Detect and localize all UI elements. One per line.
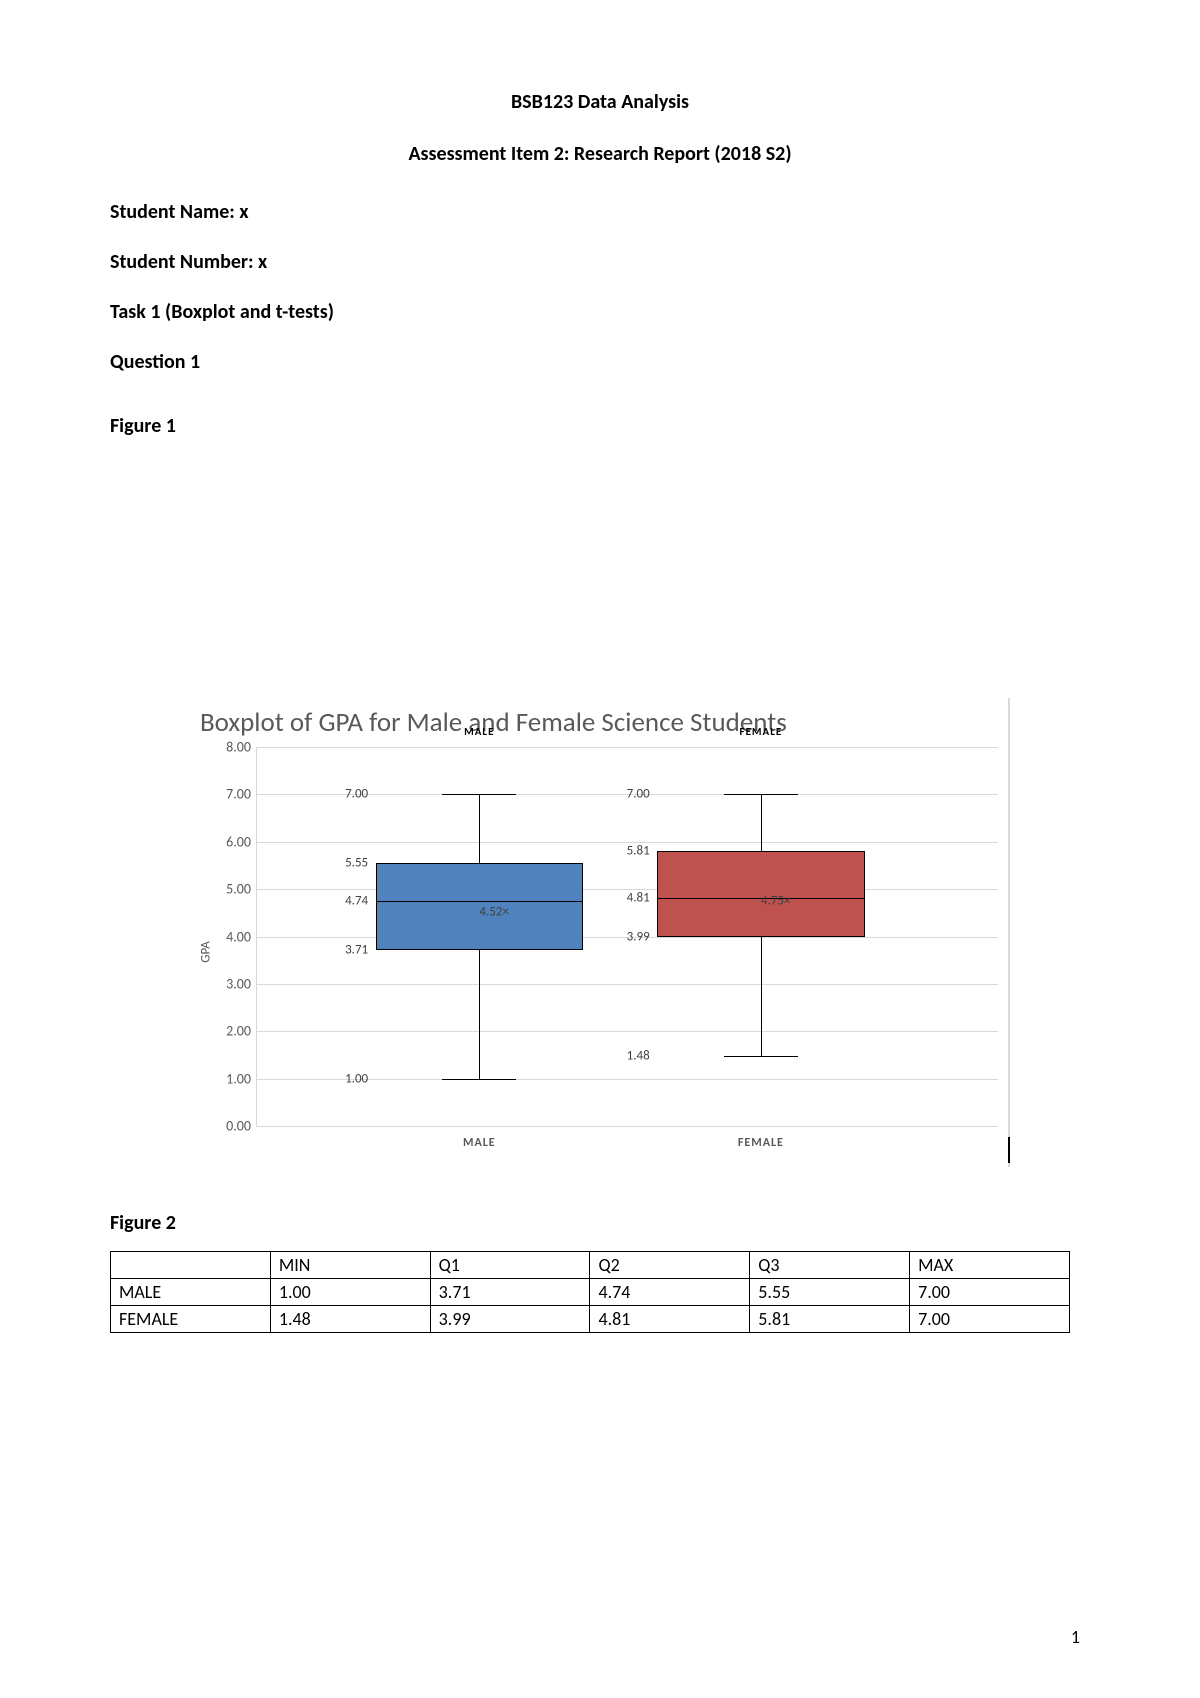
- value-label: 7.00: [345, 787, 368, 802]
- y-tick-label: 8.00: [207, 739, 251, 756]
- whisker-cap: [442, 1079, 516, 1080]
- student-number: Student Number: x: [110, 250, 1090, 274]
- question-heading: Question 1: [110, 350, 1090, 374]
- value-label: 3.99: [627, 929, 650, 944]
- gridline: [257, 1031, 998, 1032]
- table-cell: 4.74: [590, 1279, 750, 1306]
- median-line: [376, 901, 583, 902]
- category-top-label: MALE: [464, 725, 494, 738]
- figure2-label: Figure 2: [110, 1211, 1090, 1235]
- table-header-row: MINQ1Q2Q3MAX: [111, 1252, 1070, 1279]
- table-cell: 1.48: [270, 1306, 430, 1333]
- mean-marker: 4.52×: [479, 904, 509, 919]
- table-header-cell: MAX: [910, 1252, 1070, 1279]
- y-tick-label: 2.00: [207, 1023, 251, 1040]
- table-cell: FEMALE: [111, 1306, 271, 1333]
- y-tick-label: 4.00: [207, 928, 251, 945]
- y-tick-label: 3.00: [207, 975, 251, 992]
- task-heading: Task 1 (Boxplot and t-tests): [110, 300, 1090, 324]
- table-cell: 3.71: [430, 1279, 590, 1306]
- x-category-label: FEMALE: [738, 1136, 784, 1150]
- table-cell: 7.00: [910, 1279, 1070, 1306]
- plot-area: GPA 0.001.002.003.004.005.006.007.008.00…: [210, 747, 998, 1157]
- figure1-label: Figure 1: [110, 414, 1090, 438]
- x-category-label: MALE: [463, 1136, 496, 1150]
- whisker-cap: [724, 794, 798, 795]
- table-header-cell: Q1: [430, 1252, 590, 1279]
- table-row: MALE1.003.714.745.557.00: [111, 1279, 1070, 1306]
- gridline: [257, 984, 998, 985]
- whisker: [761, 794, 762, 850]
- table-cell: 7.00: [910, 1306, 1070, 1333]
- text-cursor: [1008, 1137, 1010, 1163]
- value-label: 1.48: [627, 1048, 650, 1063]
- chart-title: Boxplot of GPA for Male and Female Scien…: [140, 698, 1008, 747]
- table-cell: 5.55: [750, 1279, 910, 1306]
- student-name: Student Name: x: [110, 200, 1090, 224]
- value-label: 1.00: [345, 1071, 368, 1086]
- whisker: [479, 794, 480, 863]
- table-header-cell: Q3: [750, 1252, 910, 1279]
- value-label: 3.71: [345, 943, 368, 958]
- table-cell: 1.00: [270, 1279, 430, 1306]
- whisker: [479, 950, 480, 1078]
- plot-inner: 0.001.002.003.004.005.006.007.008.00MALE…: [256, 747, 998, 1127]
- y-tick-label: 0.00: [207, 1118, 251, 1135]
- stats-table: MINQ1Q2Q3MAXMALE1.003.714.745.557.00FEMA…: [110, 1251, 1070, 1333]
- value-label: 5.81: [627, 843, 650, 858]
- value-label: 5.55: [345, 856, 368, 871]
- category-top-label: FEMALE: [740, 725, 783, 738]
- table-cell: 5.81: [750, 1306, 910, 1333]
- y-tick-label: 5.00: [207, 881, 251, 898]
- table-header-cell: [111, 1252, 271, 1279]
- table-header-cell: MIN: [270, 1252, 430, 1279]
- mean-marker: 4.75×: [761, 893, 791, 908]
- table-cell: MALE: [111, 1279, 271, 1306]
- whisker: [761, 937, 762, 1056]
- boxplot-chart: Boxplot of GPA for Male and Female Scien…: [140, 698, 1010, 1167]
- value-label: 7.00: [627, 787, 650, 802]
- page-number: 1: [1071, 1626, 1080, 1648]
- page-subtitle: Assessment Item 2: Research Report (2018…: [110, 142, 1090, 166]
- document-page: BSB123 Data Analysis Assessment Item 2: …: [0, 0, 1200, 1698]
- table-cell: 3.99: [430, 1306, 590, 1333]
- table-cell: 4.81: [590, 1306, 750, 1333]
- y-tick-label: 6.00: [207, 833, 251, 850]
- gridline: [257, 747, 998, 748]
- table-row: FEMALE1.483.994.815.817.00: [111, 1306, 1070, 1333]
- value-label: 4.81: [627, 891, 650, 906]
- value-label: 4.74: [345, 894, 368, 909]
- y-tick-label: 7.00: [207, 786, 251, 803]
- whisker-cap: [724, 1056, 798, 1057]
- page-title: BSB123 Data Analysis: [110, 90, 1090, 114]
- table-header-cell: Q2: [590, 1252, 750, 1279]
- y-tick-label: 1.00: [207, 1070, 251, 1087]
- whisker-cap: [442, 794, 516, 795]
